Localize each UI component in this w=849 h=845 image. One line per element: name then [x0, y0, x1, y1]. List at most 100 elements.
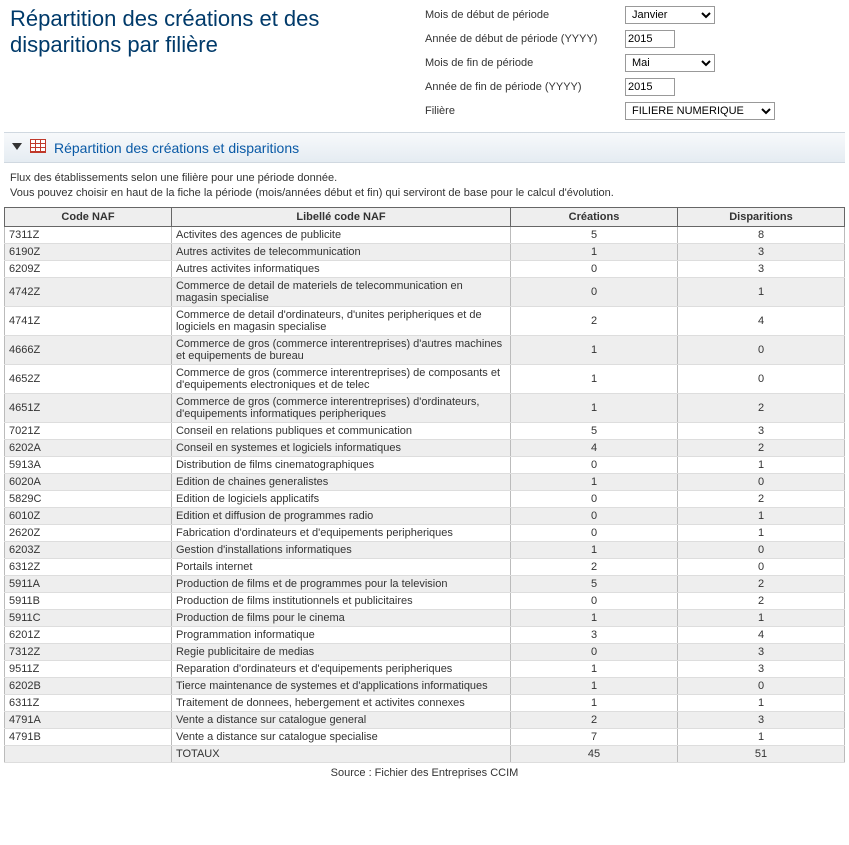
- table-row: 4652ZCommerce de gros (commerce interent…: [5, 364, 845, 393]
- table-total-row: TOTAUX4551: [5, 745, 845, 762]
- cell-libelle: Commerce de detail d'ordinateurs, d'unit…: [171, 306, 510, 335]
- col-disparitions: Disparitions: [678, 207, 845, 226]
- cell-code: 4666Z: [5, 335, 172, 364]
- cell-creations: 0: [511, 507, 678, 524]
- cell-disparitions: 2: [678, 393, 845, 422]
- table-row: 6202BTierce maintenance de systemes et d…: [5, 677, 845, 694]
- col-libelle: Libellé code NAF: [171, 207, 510, 226]
- cell-code: 4741Z: [5, 306, 172, 335]
- cell-code: 4791B: [5, 728, 172, 745]
- cell-code: 6202B: [5, 677, 172, 694]
- cell-creations: 1: [511, 335, 678, 364]
- end-month-select[interactable]: Mai: [625, 54, 715, 72]
- cell-disparitions: 3: [678, 260, 845, 277]
- cell-disparitions: 1: [678, 524, 845, 541]
- table-row: 7021ZConseil en relations publiques et c…: [5, 422, 845, 439]
- cell-libelle: Regie publicitaire de medias: [171, 643, 510, 660]
- table-row: 6202AConseil en systemes et logiciels in…: [5, 439, 845, 456]
- cell-libelle: Commerce de gros (commerce interentrepri…: [171, 335, 510, 364]
- description-line-2: Vous pouvez choisir en haut de la fiche …: [10, 186, 839, 201]
- collapse-icon[interactable]: [12, 141, 22, 154]
- cell-creations: 0: [511, 524, 678, 541]
- col-creations: Créations: [511, 207, 678, 226]
- cell-libelle: Production de films pour le cinema: [171, 609, 510, 626]
- cell-creations: 7: [511, 728, 678, 745]
- cell-disparitions: 8: [678, 226, 845, 243]
- cell-creations: 4: [511, 439, 678, 456]
- start-month-select[interactable]: Janvier: [625, 6, 715, 24]
- cell-creations: 5: [511, 422, 678, 439]
- cell-creations: 1: [511, 364, 678, 393]
- cell-libelle: Commerce de detail de materiels de telec…: [171, 277, 510, 306]
- table-row: 6190ZAutres activites de telecommunicati…: [5, 243, 845, 260]
- table-row: 6020AEdition de chaines generalistes10: [5, 473, 845, 490]
- table-row: 7312ZRegie publicitaire de medias03: [5, 643, 845, 660]
- cell-libelle: Gestion d'installations informatiques: [171, 541, 510, 558]
- cell-creations: 2: [511, 711, 678, 728]
- cell-libelle: Commerce de gros (commerce interentrepri…: [171, 364, 510, 393]
- end-year-input[interactable]: [625, 78, 675, 96]
- data-table: Code NAF Libellé code NAF Créations Disp…: [4, 207, 845, 763]
- cell-disparitions: 3: [678, 643, 845, 660]
- cell-creations: 0: [511, 456, 678, 473]
- cell-code: 6311Z: [5, 694, 172, 711]
- cell-code: 5911C: [5, 609, 172, 626]
- cell-disparitions: 1: [678, 728, 845, 745]
- cell-code: 6190Z: [5, 243, 172, 260]
- cell-total-creations: 45: [511, 745, 678, 762]
- start-month-label: Mois de début de période: [425, 9, 625, 21]
- cell-code: 6202A: [5, 439, 172, 456]
- table-row: 5911BProduction de films institutionnels…: [5, 592, 845, 609]
- cell-disparitions: 0: [678, 541, 845, 558]
- cell-disparitions: 2: [678, 575, 845, 592]
- filiere-select[interactable]: FILIERE NUMERIQUE: [625, 102, 775, 120]
- cell-creations: 0: [511, 277, 678, 306]
- end-month-label: Mois de fin de période: [425, 57, 625, 69]
- cell-libelle: Fabrication d'ordinateurs et d'equipemen…: [171, 524, 510, 541]
- start-year-label: Année de début de période (YYYY): [425, 33, 625, 45]
- cell-total-disparitions: 51: [678, 745, 845, 762]
- cell-libelle: Distribution de films cinematographiques: [171, 456, 510, 473]
- cell-creations: 0: [511, 643, 678, 660]
- cell-creations: 1: [511, 243, 678, 260]
- cell-libelle: Conseil en relations publiques et commun…: [171, 422, 510, 439]
- table-row: 6312ZPortails internet20: [5, 558, 845, 575]
- cell-disparitions: 3: [678, 422, 845, 439]
- cell-disparitions: 0: [678, 364, 845, 393]
- table-row: 5911CProduction de films pour le cinema1…: [5, 609, 845, 626]
- cell-code: 6209Z: [5, 260, 172, 277]
- cell-disparitions: 1: [678, 277, 845, 306]
- cell-disparitions: 3: [678, 660, 845, 677]
- table-row: 7311ZActivites des agences de publicite5…: [5, 226, 845, 243]
- table-row: 4666ZCommerce de gros (commerce interent…: [5, 335, 845, 364]
- filter-panel: Mois de début de période Janvier Année d…: [425, 4, 845, 126]
- cell-creations: 0: [511, 260, 678, 277]
- section-title: Répartition des créations et disparition…: [54, 140, 299, 156]
- cell-creations: 1: [511, 541, 678, 558]
- cell-libelle: Programmation informatique: [171, 626, 510, 643]
- cell-libelle: Portails internet: [171, 558, 510, 575]
- cell-creations: 2: [511, 306, 678, 335]
- cell-disparitions: 2: [678, 439, 845, 456]
- start-year-input[interactable]: [625, 30, 675, 48]
- table-row: 4741ZCommerce de detail d'ordinateurs, d…: [5, 306, 845, 335]
- cell-libelle: Production de films institutionnels et p…: [171, 592, 510, 609]
- cell-disparitions: 1: [678, 609, 845, 626]
- cell-code: 4742Z: [5, 277, 172, 306]
- cell-total-label: TOTAUX: [171, 745, 510, 762]
- cell-creations: 2: [511, 558, 678, 575]
- cell-creations: 5: [511, 226, 678, 243]
- cell-code: 4791A: [5, 711, 172, 728]
- cell-creations: 1: [511, 609, 678, 626]
- section-header[interactable]: Répartition des créations et disparition…: [4, 132, 845, 163]
- table-row: 6311ZTraitement de donnees, hebergement …: [5, 694, 845, 711]
- cell-libelle: Production de films et de programmes pou…: [171, 575, 510, 592]
- cell-libelle: Autres activites de telecommunication: [171, 243, 510, 260]
- table-row: 2620ZFabrication d'ordinateurs et d'equi…: [5, 524, 845, 541]
- page-title: Répartition des créations et des dispari…: [4, 4, 425, 59]
- cell-disparitions: 4: [678, 306, 845, 335]
- cell-disparitions: 2: [678, 592, 845, 609]
- table-row: 4791BVente a distance sur catalogue spec…: [5, 728, 845, 745]
- cell-disparitions: 1: [678, 507, 845, 524]
- filiere-label: Filière: [425, 105, 625, 117]
